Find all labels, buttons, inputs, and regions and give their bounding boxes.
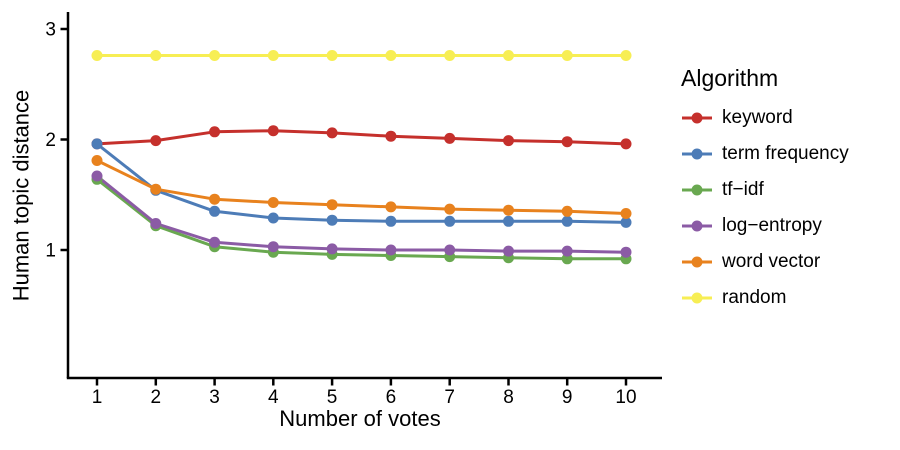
legend-item-keyword: keyword [681, 100, 849, 136]
legend-label-random: random [722, 287, 787, 308]
data-point-random-x1 [91, 50, 103, 61]
data-point-random-x10 [620, 50, 632, 61]
data-point-keyword-x5 [326, 127, 338, 139]
legend-label-tf-idf: tf−idf [722, 179, 764, 200]
x-tick-label: 4 [268, 387, 279, 408]
legend-marker-log-entropy [682, 220, 712, 232]
legend-marker-random [682, 292, 712, 304]
data-point-keyword-x9 [561, 136, 573, 148]
legend-item-term-frequency: term frequency [681, 136, 849, 172]
data-point-random-x9 [561, 50, 573, 61]
data-point-keyword-x3 [209, 126, 221, 138]
data-point-log-entropy-x2 [150, 218, 162, 229]
data-point-word-vector-x5 [326, 199, 338, 211]
data-point-word-vector-x6 [385, 201, 397, 213]
data-point-random-x2 [150, 50, 162, 61]
data-point-log-entropy-x1 [91, 170, 103, 182]
y-tick-label: 3 [45, 20, 56, 41]
y-tick-label: 2 [45, 130, 56, 151]
y-axis-label: Human topic distance [8, 89, 34, 302]
data-point-term-frequency-x1 [91, 138, 103, 150]
data-point-word-vector-x10 [620, 208, 632, 219]
data-point-word-vector-x4 [267, 197, 279, 208]
series-line-term-frequency [96, 142, 627, 224]
legend-marker-term-frequency [682, 148, 712, 160]
data-point-log-entropy-x10 [620, 246, 632, 258]
x-tick-label: 7 [444, 387, 455, 408]
data-point-term-frequency-x6 [385, 215, 397, 227]
data-point-random-x8 [503, 50, 514, 61]
legend-item-tf-idf: tf−idf [681, 172, 849, 208]
data-point-log-entropy-x4 [267, 241, 279, 253]
data-point-log-entropy-x3 [209, 236, 221, 248]
data-point-word-vector-x7 [444, 203, 456, 215]
data-point-log-entropy-x8 [503, 245, 514, 257]
data-point-random-x4 [267, 50, 279, 61]
x-tick-label: 2 [151, 387, 162, 408]
data-point-word-vector-x9 [561, 205, 573, 217]
x-tick-label: 6 [386, 387, 397, 408]
data-point-keyword-x6 [385, 130, 397, 142]
data-point-keyword-x10 [620, 138, 632, 150]
data-point-keyword-x8 [503, 135, 514, 147]
legend-marker-keyword [682, 112, 712, 124]
data-point-log-entropy-x5 [326, 243, 338, 255]
legend: Algorithm keyword term frequency tf−idf log… [681, 64, 849, 316]
data-point-term-frequency-x3 [209, 205, 221, 217]
legend-label-log-entropy: log−entropy [722, 215, 822, 236]
data-point-log-entropy-x9 [561, 245, 573, 257]
data-point-log-entropy-x6 [385, 244, 397, 256]
data-point-word-vector-x2 [150, 183, 162, 195]
data-point-keyword-x4 [267, 125, 279, 137]
x-axis-label: Number of votes [279, 406, 441, 431]
x-tick-label: 3 [209, 387, 220, 408]
data-point-term-frequency-x7 [444, 215, 456, 227]
legend-marker-word-vector [682, 256, 712, 268]
x-tick-label: 9 [562, 387, 573, 408]
x-tick-label: 1 [92, 387, 103, 408]
data-point-word-vector-x1 [91, 155, 103, 166]
data-point-term-frequency-x5 [326, 214, 338, 226]
data-point-random-x5 [326, 50, 338, 61]
data-point-term-frequency-x4 [267, 212, 279, 224]
data-point-keyword-x7 [444, 132, 456, 144]
data-point-word-vector-x8 [503, 204, 514, 216]
data-point-tf-idf-x9 [561, 253, 573, 265]
data-point-term-frequency-x8 [503, 215, 514, 227]
data-point-random-x3 [209, 50, 221, 61]
x-tick-label: 5 [327, 387, 338, 408]
series-line-word-vector [96, 159, 627, 215]
series-line-tf-idf [96, 178, 626, 261]
x-tick-label: 10 [615, 387, 636, 408]
data-point-word-vector-x3 [209, 193, 221, 205]
legend-label-term-frequency: term frequency [722, 143, 849, 164]
series-line-keyword [96, 129, 627, 146]
legend-label-keyword: keyword [722, 107, 793, 128]
data-point-random-x6 [385, 50, 397, 61]
y-tick-label: 1 [45, 241, 56, 262]
legend-items: keyword term frequency tf−idf log−entropy wo… [681, 100, 849, 316]
legend-marker-tf-idf [682, 184, 712, 196]
legend-item-word-vector: word vector [681, 244, 849, 280]
data-point-keyword-x2 [150, 135, 162, 147]
data-point-term-frequency-x9 [561, 215, 573, 227]
legend-label-word-vector: word vector [722, 251, 821, 272]
data-point-random-x7 [444, 50, 456, 61]
data-point-term-frequency-x10 [620, 216, 632, 228]
legend-item-log-entropy: log−entropy [681, 208, 849, 244]
x-tick-label: 8 [503, 387, 514, 408]
series-line-log-entropy [96, 174, 627, 254]
data-point-log-entropy-x7 [444, 244, 456, 256]
legend-title: Algorithm [681, 65, 779, 91]
legend-item-random: random [681, 280, 849, 316]
